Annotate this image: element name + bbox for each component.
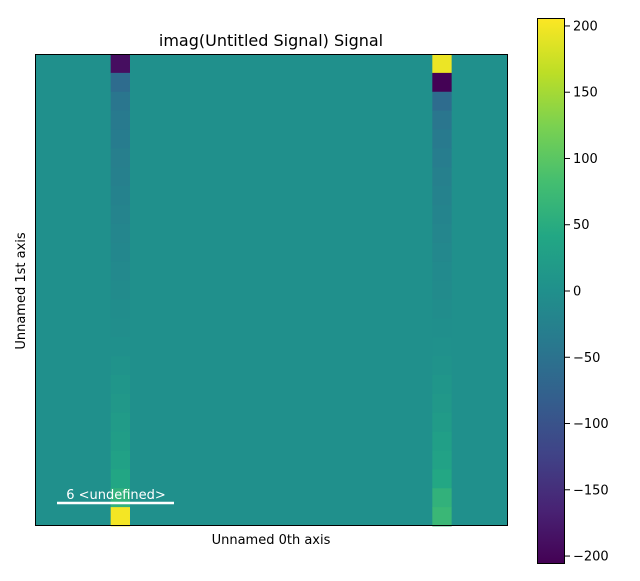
heatmap-cell	[110, 129, 130, 149]
colorbar	[537, 18, 565, 564]
heatmap-cell	[110, 186, 130, 206]
heatmap-cell	[432, 148, 452, 168]
heatmap-cell	[110, 148, 130, 168]
colorbar-tick-label: −50	[573, 351, 600, 366]
heatmap-cell	[432, 469, 452, 489]
heatmap-cell	[110, 374, 130, 395]
plot-frame	[35, 54, 508, 526]
heatmap-cell	[110, 450, 130, 470]
heatmap-cell	[110, 91, 130, 112]
heatmap-cell	[110, 469, 130, 489]
x-axis-label: Unnamed 0th axis	[212, 533, 331, 548]
heatmap-cell	[432, 186, 452, 206]
heatmap-cell	[110, 72, 130, 93]
heatmap-cell	[110, 356, 130, 376]
heatmap-cell	[110, 431, 130, 451]
heatmap-cell	[432, 507, 452, 527]
heatmap-cell	[110, 205, 130, 225]
heatmap-cell	[432, 110, 452, 130]
heatmap-cell	[432, 280, 452, 300]
heatmap-cell	[432, 318, 452, 338]
colorbar-tick-label: −150	[573, 483, 609, 498]
heatmap-cell	[110, 110, 130, 130]
heatmap-cell	[110, 318, 130, 338]
heatmap-cell	[432, 393, 452, 414]
heatmap-cell	[110, 393, 130, 414]
heatmap-cell	[432, 91, 452, 112]
heatmap-cell	[110, 299, 130, 319]
colorbar-tick-label: 150	[573, 86, 598, 101]
heatmap-cell	[432, 54, 452, 74]
heatmap-cell	[432, 205, 452, 225]
heatmap-cell	[110, 280, 130, 300]
heatmap-cell	[110, 223, 130, 244]
colorbar-tick-label: −200	[573, 550, 609, 565]
heatmap-cell	[432, 374, 452, 395]
heatmap	[35, 54, 508, 527]
colorbar-tick-label: −100	[573, 417, 609, 432]
heatmap-cell	[110, 412, 130, 432]
heatmap-cell	[432, 261, 452, 281]
heatmap-cell	[432, 488, 452, 508]
heatmap-cell	[432, 431, 452, 451]
colorbar-tick-label: 200	[573, 19, 598, 34]
heatmap-cell	[432, 450, 452, 470]
heatmap-cell	[110, 261, 130, 281]
heatmap-cell	[432, 223, 452, 244]
heatmap-cell	[432, 72, 452, 93]
heatmap-cell	[110, 167, 130, 187]
colorbar-frame	[537, 18, 565, 564]
heatmap-cell	[110, 242, 130, 263]
y-axis-label: Unnamed 1st axis	[14, 232, 29, 350]
scalebar-label: 6 <undefined>	[66, 488, 166, 503]
colorbar-tick-label: 100	[573, 152, 598, 167]
heatmap-cell	[110, 507, 130, 527]
heatmap-cell	[432, 412, 452, 432]
chart-title: imag(Untitled Signal) Signal	[159, 31, 383, 50]
heatmap-cell	[432, 356, 452, 376]
heatmap-cell	[432, 167, 452, 187]
colorbar-tick-label: 50	[573, 218, 590, 233]
heatmap-cell	[432, 129, 452, 149]
heatmap-cell	[110, 337, 130, 357]
heatmap-cell	[432, 242, 452, 263]
heatmap-cell	[432, 337, 452, 357]
heatmap-cell	[110, 54, 130, 74]
colorbar-tick-label: 0	[573, 285, 581, 300]
heatmap-cell	[432, 299, 452, 319]
colorbar-ticks: 200 150 100 50 0 −50 −100 −150 −200	[565, 19, 609, 565]
